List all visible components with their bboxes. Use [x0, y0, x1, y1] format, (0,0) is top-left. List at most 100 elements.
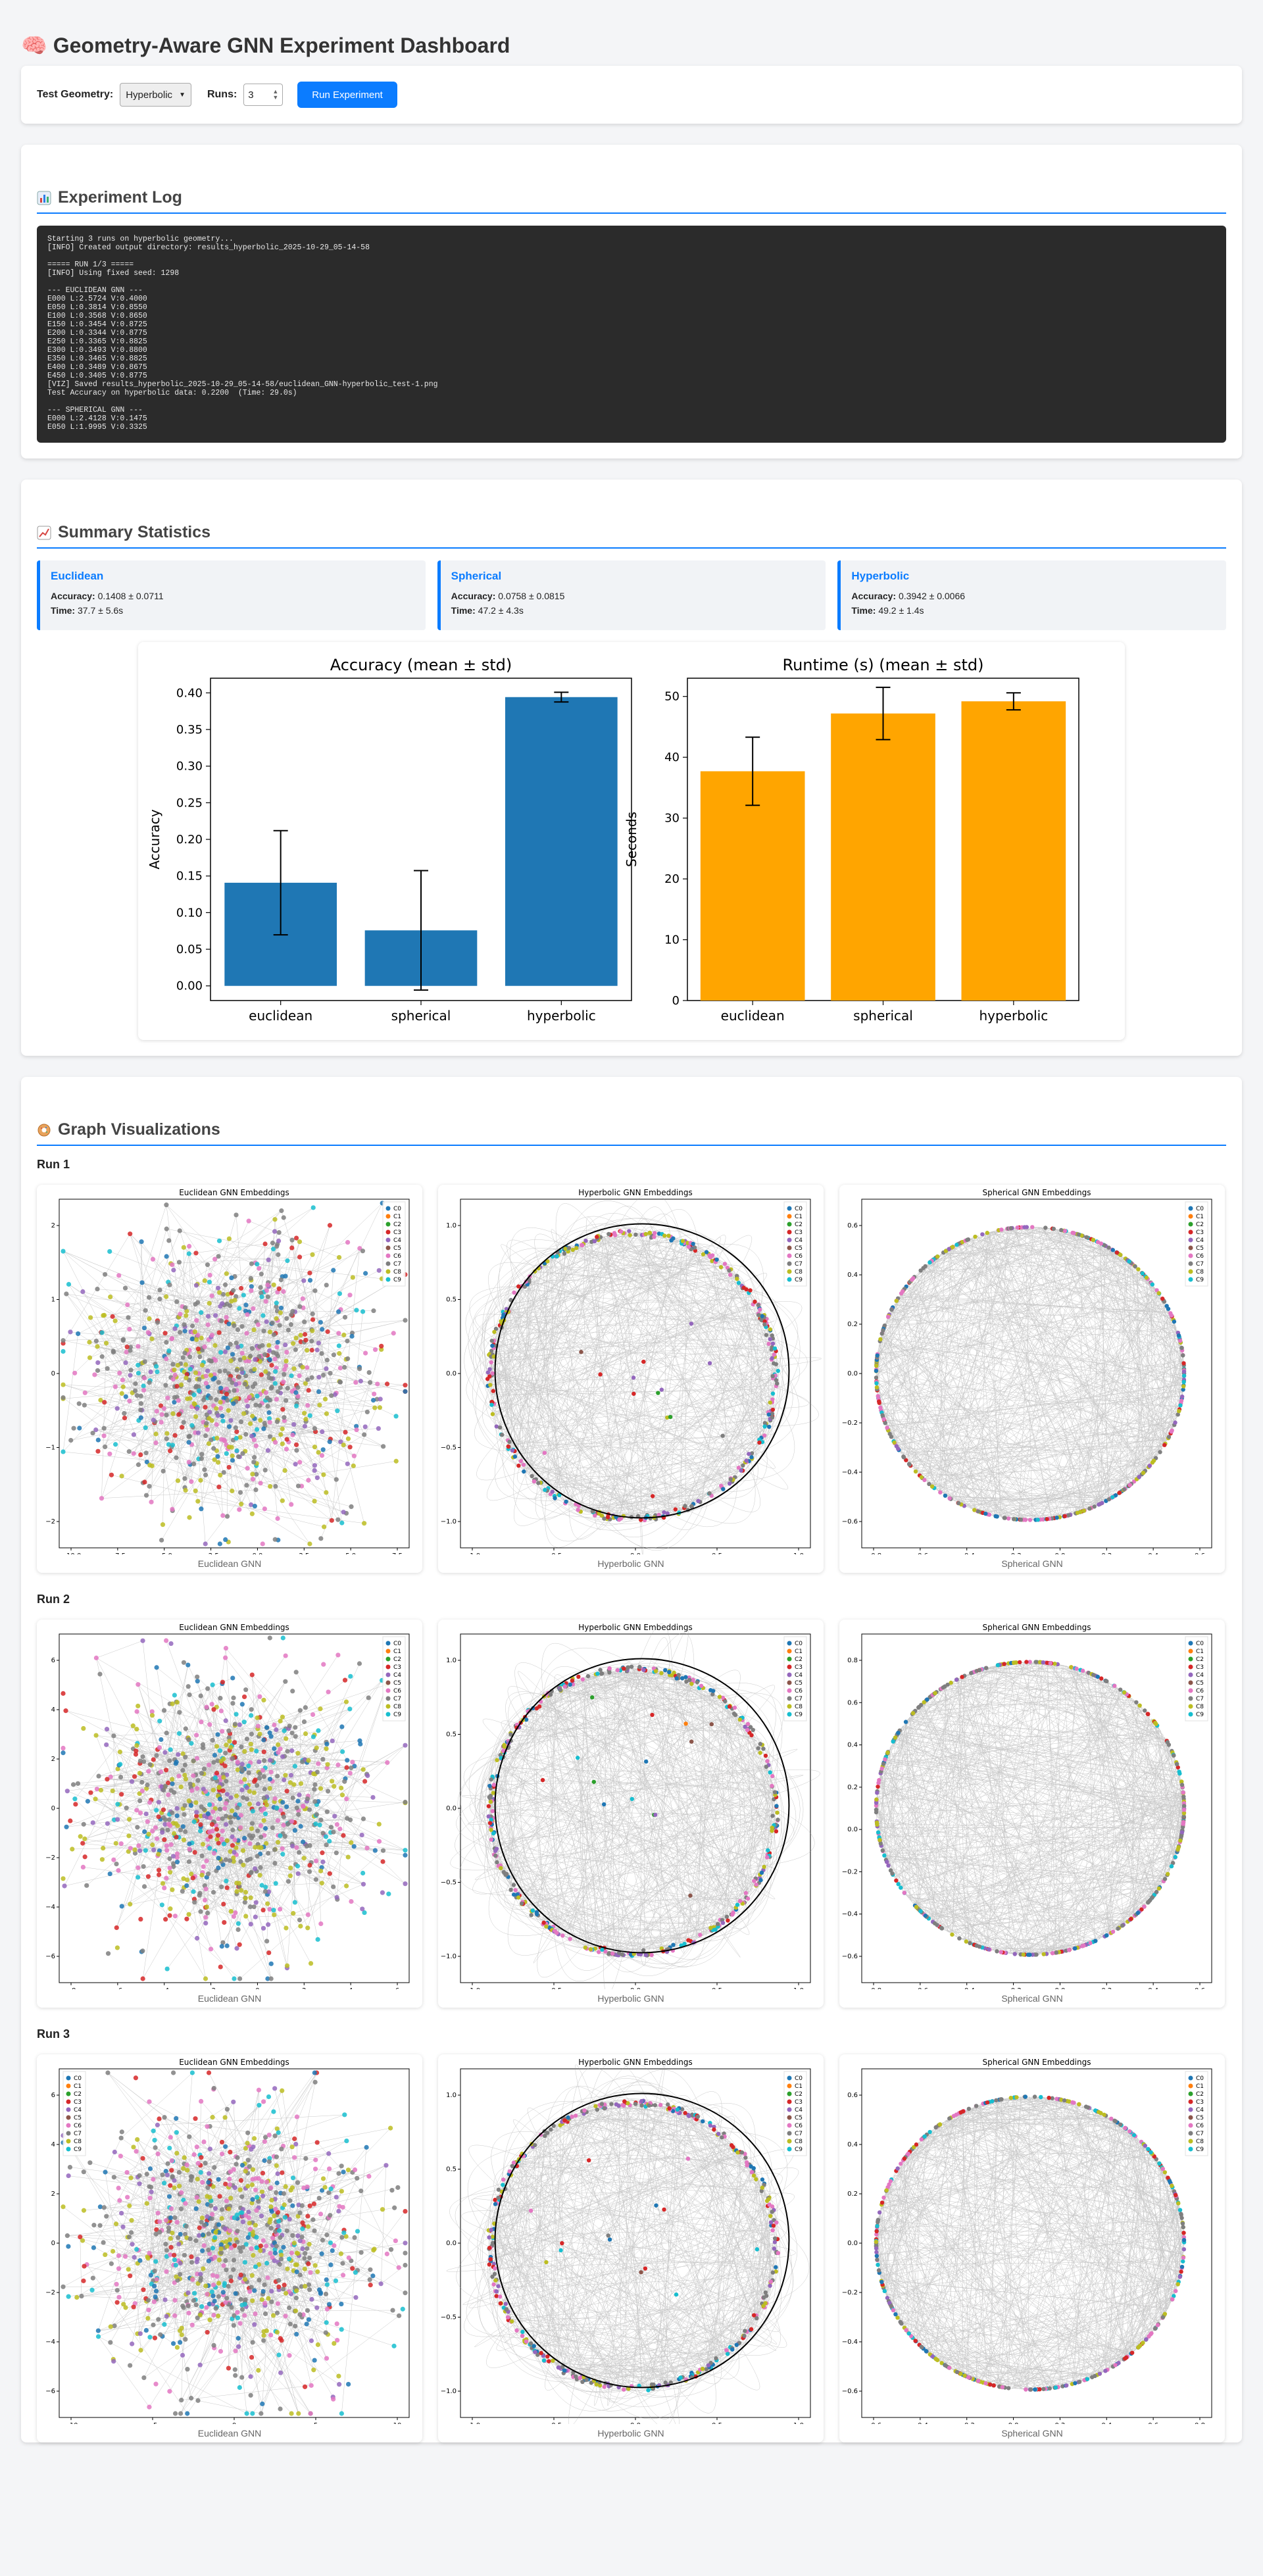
- geometry-select[interactable]: Hyperbolic ▼: [120, 83, 191, 107]
- edge: [960, 1243, 1163, 1299]
- node: [770, 1397, 775, 1402]
- edge: [879, 1341, 1168, 1440]
- edge: [978, 1235, 1081, 1512]
- node: [243, 1914, 249, 1919]
- edge: [250, 1241, 279, 1356]
- node: [230, 1488, 235, 1494]
- y-tick-label: −0.6: [842, 1518, 858, 1525]
- edge: [931, 1426, 1174, 1486]
- node: [166, 1238, 172, 1243]
- node: [901, 1454, 906, 1459]
- node: [216, 1379, 222, 1385]
- node: [1137, 1475, 1141, 1479]
- summary-chart-card: Accuracy (mean ± std) 0.00 0.05 0.10 0.15 0.2…: [138, 642, 1125, 1040]
- legend-label: C0: [795, 1206, 803, 1212]
- node: [512, 1454, 518, 1459]
- node: [253, 1914, 258, 1920]
- edge: [94, 1341, 348, 1375]
- edge: [893, 1231, 1068, 1441]
- node: [282, 1367, 287, 1372]
- node: [61, 1449, 66, 1454]
- node: [875, 1353, 879, 1358]
- edge: [589, 1236, 604, 1512]
- node: [195, 1347, 201, 1352]
- edge: [521, 1235, 653, 1466]
- y-axis-label: Accuracy: [147, 809, 162, 869]
- edge: [101, 1361, 145, 1499]
- edge: [492, 1233, 622, 1402]
- edge: [177, 1847, 259, 1858]
- edge: [179, 1262, 231, 1377]
- spinner-icon[interactable]: ▲ ▼: [272, 88, 279, 101]
- edge: [895, 1301, 915, 1471]
- node: [757, 1440, 762, 1445]
- graph-visualizations-panel: Graph Visualizations Run 1 Euclidean GNN …: [21, 1077, 1242, 2442]
- edge: [605, 1236, 638, 1519]
- node: [267, 1348, 272, 1353]
- edge: [118, 1870, 240, 1979]
- node: [82, 1390, 87, 1395]
- stat-accuracy: Accuracy: 0.3942 ± 0.0066: [851, 591, 1216, 601]
- bar-chart-icon: [37, 191, 51, 205]
- edge: [494, 1254, 708, 1343]
- edge: [933, 1259, 947, 1497]
- edge: [193, 1877, 222, 1887]
- node: [714, 1257, 719, 1262]
- edge: [1056, 1229, 1140, 1477]
- edge: [962, 1241, 1094, 1508]
- node: [288, 1322, 294, 1327]
- node: [184, 1308, 189, 1314]
- legend-label: C8: [1196, 1269, 1204, 1276]
- edge: [239, 1850, 384, 1979]
- edge: [880, 1338, 1184, 1370]
- edge: [156, 1667, 184, 1827]
- edge: [199, 1747, 317, 1896]
- edge: [591, 1512, 677, 1538]
- node: [354, 1424, 359, 1429]
- nodes: [61, 1201, 408, 1547]
- node: [234, 1340, 239, 1346]
- node: [249, 1261, 255, 1266]
- edge: [524, 1395, 774, 1469]
- node: [268, 1483, 273, 1489]
- node: [376, 1425, 381, 1431]
- runs-input[interactable]: 3 ▲ ▼: [243, 84, 284, 106]
- node: [203, 1404, 208, 1410]
- edge: [896, 1446, 1133, 1483]
- node: [226, 1424, 232, 1429]
- node: [1091, 1237, 1095, 1243]
- edge: [1038, 1227, 1175, 1323]
- edge: [355, 1311, 363, 1383]
- edge: [876, 1227, 1024, 1377]
- edge: [539, 1234, 619, 1485]
- edge: [893, 1228, 1008, 1306]
- log-output[interactable]: Starting 3 runs on hyperbolic geometry..…: [37, 226, 1226, 443]
- node: [272, 1537, 278, 1542]
- viz-card-spherical: Spherical GNN Embeddings−0.8−0.6−0.4−0.2…: [839, 1185, 1225, 1573]
- node: [228, 1849, 233, 1854]
- edge: [149, 1760, 218, 1803]
- edge: [295, 1310, 374, 1312]
- node: [874, 1368, 879, 1374]
- node: [1095, 1239, 1101, 1245]
- edge: [225, 1657, 305, 1760]
- node: [874, 1375, 879, 1380]
- node: [199, 1310, 204, 1315]
- run-experiment-button[interactable]: Run Experiment: [297, 82, 397, 108]
- edge: [493, 1245, 690, 1406]
- edge: [356, 1346, 382, 1430]
- node: [320, 1327, 325, 1332]
- edge: [473, 1288, 521, 1418]
- x-tick-label: −10.0: [61, 1552, 82, 1554]
- node: [186, 1859, 192, 1864]
- legend-marker: [385, 1269, 391, 1274]
- node: [138, 1916, 143, 1922]
- node: [228, 1795, 234, 1800]
- edge: [144, 1886, 234, 1917]
- edge: [897, 1237, 1086, 1300]
- edge: [510, 1227, 578, 1293]
- node: [254, 1472, 259, 1477]
- node: [264, 1288, 270, 1293]
- y-tick-label: 0.05: [176, 943, 203, 956]
- edge: [506, 1310, 774, 1399]
